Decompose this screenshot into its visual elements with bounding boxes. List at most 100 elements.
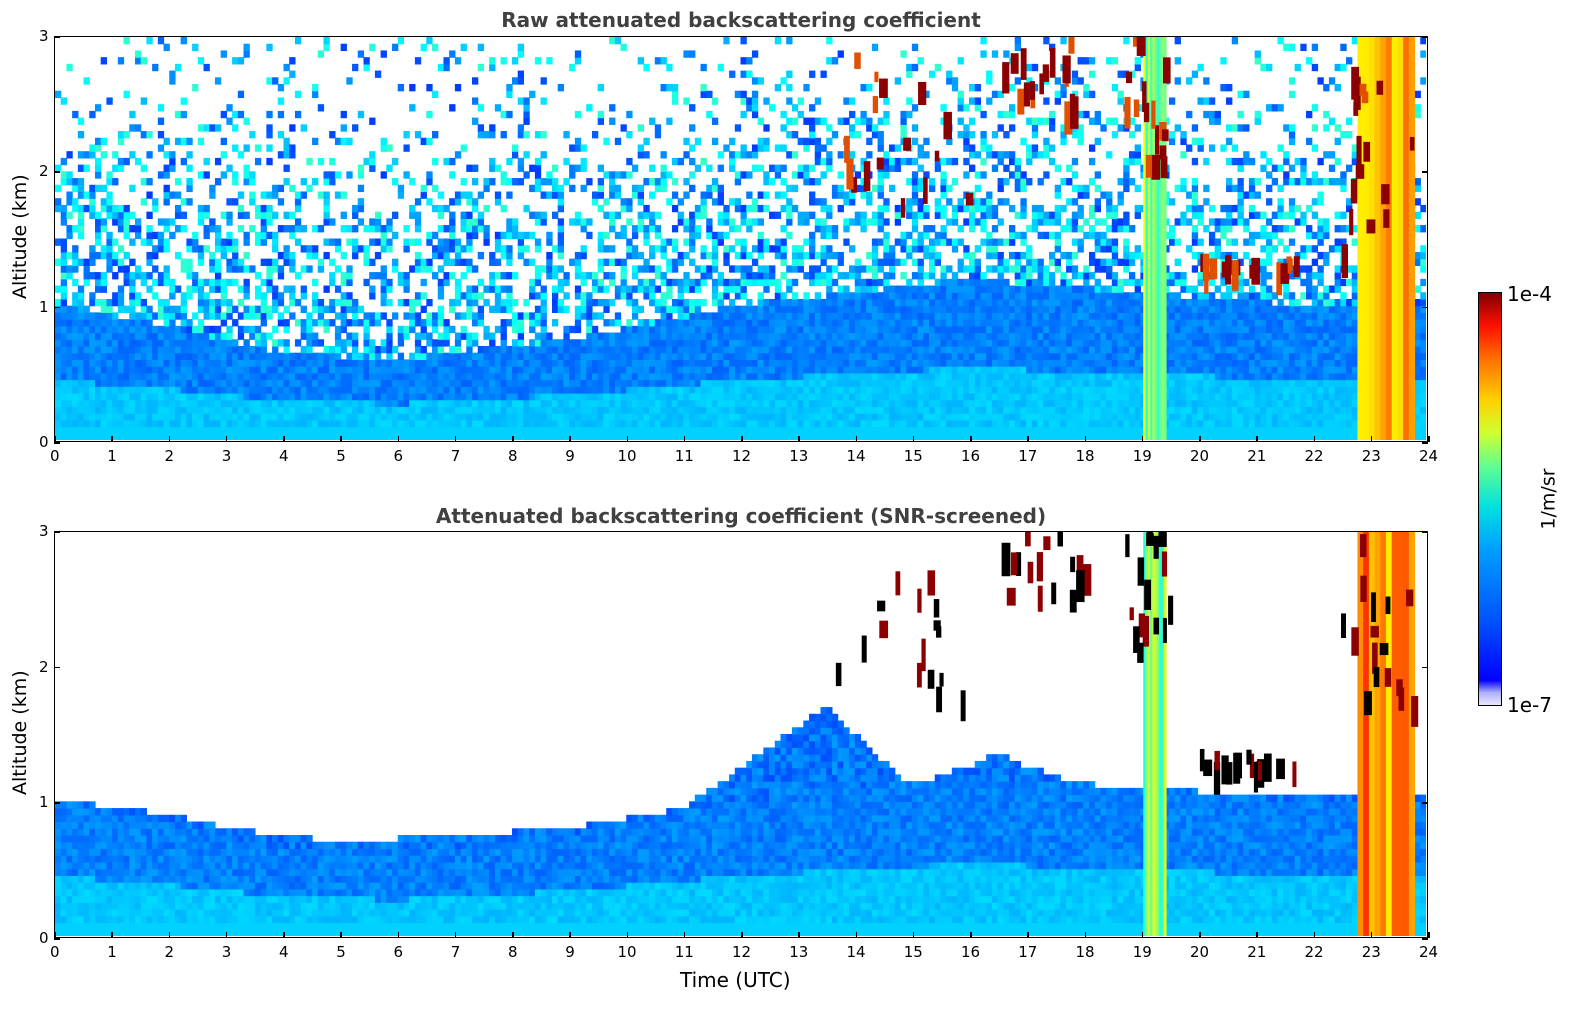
cloud-echo	[854, 52, 861, 69]
cloud-echo	[1023, 82, 1030, 107]
x-tick-mark	[1199, 436, 1201, 442]
y-tick-mark	[54, 531, 60, 533]
x-tick-mark	[454, 436, 457, 442]
x-tick-label: 20	[1190, 943, 1210, 961]
precipitation-column-strip	[1403, 37, 1410, 440]
x-tick-mark	[1084, 436, 1086, 442]
x-tick-mark	[970, 932, 972, 938]
cloud-echo	[1199, 748, 1205, 772]
cloud-echo	[1133, 99, 1140, 117]
x-tick-label: 6	[393, 943, 404, 961]
x-tick-label: 1	[107, 943, 117, 961]
cloud-echo	[1372, 642, 1378, 674]
precipitation-column-strip	[1380, 532, 1387, 936]
cloud-echo	[934, 150, 940, 162]
x-tick-mark	[855, 436, 857, 442]
cloud-echo	[936, 686, 943, 713]
y-tick-mark-right	[1422, 666, 1428, 669]
cloud-echo	[927, 669, 935, 689]
y-tick-mark-right	[1422, 442, 1428, 444]
x-tick-label: 10	[617, 447, 637, 465]
x-tick-mark	[1141, 436, 1144, 442]
cloud-echo	[879, 78, 888, 98]
cloud-echo	[1070, 96, 1079, 129]
cloud-echo	[1379, 642, 1389, 656]
cloud-echo	[1153, 617, 1160, 635]
precipitation-column-strip	[1145, 532, 1149, 936]
cloud-echo	[903, 137, 912, 151]
x-tick-mark	[683, 436, 686, 442]
cloud-echo	[877, 600, 886, 612]
precipitation-column-strip	[1159, 532, 1163, 936]
precipitation-column-strip	[1408, 37, 1416, 440]
x-tick-label: 17	[1018, 943, 1038, 961]
cloud-echo	[1162, 129, 1169, 142]
x-tick-label: 14	[846, 447, 866, 465]
cloud-echo	[1383, 209, 1390, 228]
precipitation-column-strip	[1156, 37, 1160, 440]
y-tick-label: 2	[39, 657, 49, 676]
x-tick-mark	[1370, 932, 1373, 938]
cloud-echo	[1142, 615, 1150, 647]
x-tick-label: 12	[732, 943, 752, 961]
cloud-echo	[1162, 57, 1171, 84]
cloud-echo	[1349, 208, 1354, 236]
precipitation-column-strip	[1374, 532, 1381, 936]
x-tick-label: 0	[50, 447, 60, 465]
cloud-echo	[918, 81, 927, 105]
y-tick-mark-right	[1422, 938, 1428, 940]
precipitation-column-strip	[1374, 37, 1381, 440]
cloud-echo	[1373, 667, 1380, 688]
x-tick-mark	[912, 436, 915, 442]
x-tick-label: 16	[961, 447, 981, 465]
y-tick-mark	[54, 666, 60, 669]
precipitation-column-strip	[1150, 37, 1153, 440]
cloud-echo	[1292, 761, 1297, 788]
cloud-echo	[1017, 88, 1025, 115]
cloud-echo	[1125, 71, 1133, 84]
cloud-echo	[872, 96, 879, 114]
precipitation-column-strip	[1368, 532, 1376, 936]
y-tick-label: 1	[39, 793, 49, 812]
x-tick-label: 8	[508, 447, 518, 465]
precipitation-column-strip	[1391, 532, 1398, 936]
precipitation-column-strip	[1143, 532, 1147, 936]
x-tick-mark	[1370, 436, 1373, 442]
y-tick-mark	[54, 36, 60, 38]
precipitation-column-strip	[1161, 37, 1165, 440]
precipitation-column-strip	[1152, 37, 1156, 440]
cloud-echo	[917, 588, 922, 613]
cloud-echo	[1360, 575, 1367, 602]
cloud-echo	[1355, 164, 1365, 179]
cloud-echo	[1168, 595, 1174, 625]
x-tick-mark	[454, 932, 457, 938]
y-tick-mark	[54, 442, 60, 444]
precipitation-column-strip	[1391, 37, 1398, 440]
cloud-echo	[1364, 691, 1372, 716]
background-backscatter-field	[55, 37, 1426, 440]
cloud-echo	[1137, 557, 1145, 586]
colorbar-max-label: 1e-4	[1507, 282, 1552, 306]
cloud-echo	[1143, 102, 1150, 123]
cloud-echo	[1136, 37, 1146, 56]
cloud-echo	[1359, 83, 1367, 96]
cloud-echo	[933, 620, 941, 631]
cloud-echo	[927, 570, 936, 596]
cloud-echo	[1204, 261, 1209, 294]
cloud-echo	[1146, 532, 1153, 541]
y-tick-mark	[54, 802, 60, 804]
colorbar-unit-label: 1/m/sr	[1537, 468, 1560, 530]
cloud-echo	[1162, 617, 1167, 644]
x-tick-label: 7	[450, 447, 461, 465]
y-tick-mark-right	[1422, 531, 1428, 533]
cloud-echo	[1214, 750, 1220, 771]
x-tick-mark	[54, 932, 56, 938]
cloud-echo	[1224, 255, 1232, 285]
cloud-echo	[1002, 62, 1010, 94]
cloud-echo	[1160, 156, 1168, 179]
cloud-echo	[1366, 219, 1376, 234]
cloud-echo	[1082, 564, 1092, 596]
x-tick-mark	[225, 932, 228, 938]
cloud-echo	[921, 638, 926, 672]
cloud-echo	[1359, 534, 1367, 558]
